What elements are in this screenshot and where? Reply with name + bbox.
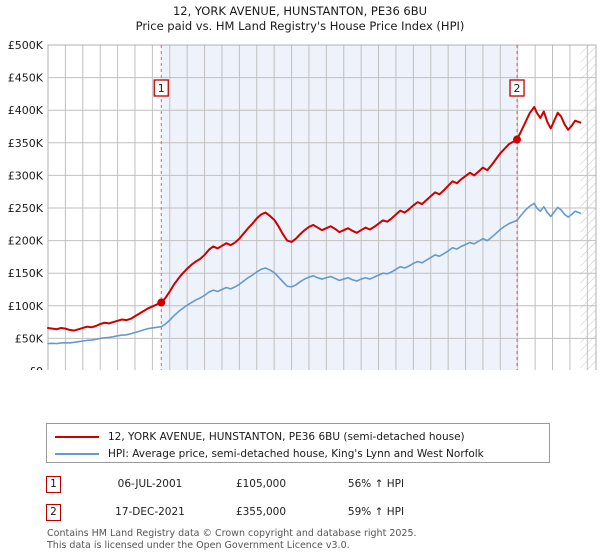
y-axis-tick-label: £150K (8, 267, 44, 280)
marker-dot (513, 135, 522, 144)
title-line-2: Price paid vs. HM Land Registry's House … (135, 19, 465, 33)
y-axis-tick-label: £200K (8, 235, 44, 248)
series-line-hpi (47, 202, 582, 345)
page-title: 12, YORK AVENUE, HUNSTANTON, PE36 6BU Pr… (0, 4, 600, 34)
chart-svg: £0 £50K £100K £150K £200K £250K £300K £350K £400… (8, 40, 597, 370)
transaction-date: 06-JUL-2001 (117, 478, 183, 490)
chart-legend: 12, YORK AVENUE, HUNSTANTON, PE36 6BU (s… (46, 423, 550, 463)
transaction-hpi-delta: 59% ↑ HPI (347, 506, 405, 518)
transaction-hpi-delta: 56% ↑ HPI (347, 478, 405, 490)
series-line-property (47, 105, 582, 332)
marker-dot (157, 298, 166, 307)
legend-label-hpi: HPI: Average price, semi-detached house,… (108, 447, 484, 460)
marker-badge (509, 79, 525, 97)
y-axis-tick-label: £0 (29, 365, 43, 370)
marker-badge-label: 1 (158, 82, 165, 95)
footer-line-2: This data is licensed under the Open Gov… (47, 539, 350, 551)
transaction-row[interactable]: 1 06-JUL-2001 £105,000 56% ↑ HPI (46, 474, 404, 494)
legend-label-property: 12, YORK AVENUE, HUNSTANTON, PE36 6BU (s… (108, 430, 465, 443)
y-axis-tick-label: £300K (8, 169, 44, 182)
legend-swatch-property (55, 435, 99, 438)
transaction-index-badge: 2 (46, 503, 61, 521)
price-chart: £0 £50K £100K £150K £200K £250K £300K £350K £400… (0, 40, 600, 370)
transaction-row[interactable]: 2 17-DEC-2021 £355,000 59% ↑ HPI (46, 502, 404, 522)
y-axis-tick-label: £500K (8, 40, 44, 52)
y-axis-tick-label: £400K (8, 104, 44, 117)
plot-border (47, 44, 597, 370)
y-axis-tick-label: £250K (8, 202, 44, 215)
legend-item-hpi: HPI: Average price, semi-detached house,… (47, 445, 549, 462)
y-axis-tick-label: £450K (8, 72, 44, 85)
transaction-date: 17-DEC-2021 (115, 506, 185, 518)
y-axis-tick-label: £100K (8, 300, 44, 313)
footer-line-1: Contains HM Land Registry data © Crown c… (47, 528, 417, 539)
footer-attribution: Contains HM Land Registry data © Crown c… (47, 528, 587, 551)
title-line-1: 12, YORK AVENUE, HUNSTANTON, PE36 6BU (172, 4, 428, 18)
legend-swatch-hpi (55, 452, 99, 455)
y-axis-tick-label: £50K (15, 332, 44, 345)
legend-item-property: 12, YORK AVENUE, HUNSTANTON, PE36 6BU (s… (47, 428, 549, 445)
marker-badge-label: 2 (514, 82, 521, 95)
transaction-index-badge: 1 (46, 475, 61, 493)
marker-badge (153, 79, 169, 97)
transaction-price: £355,000 (235, 506, 287, 518)
y-axis-tick-label: £350K (8, 137, 44, 150)
transaction-price: £105,000 (235, 478, 287, 490)
